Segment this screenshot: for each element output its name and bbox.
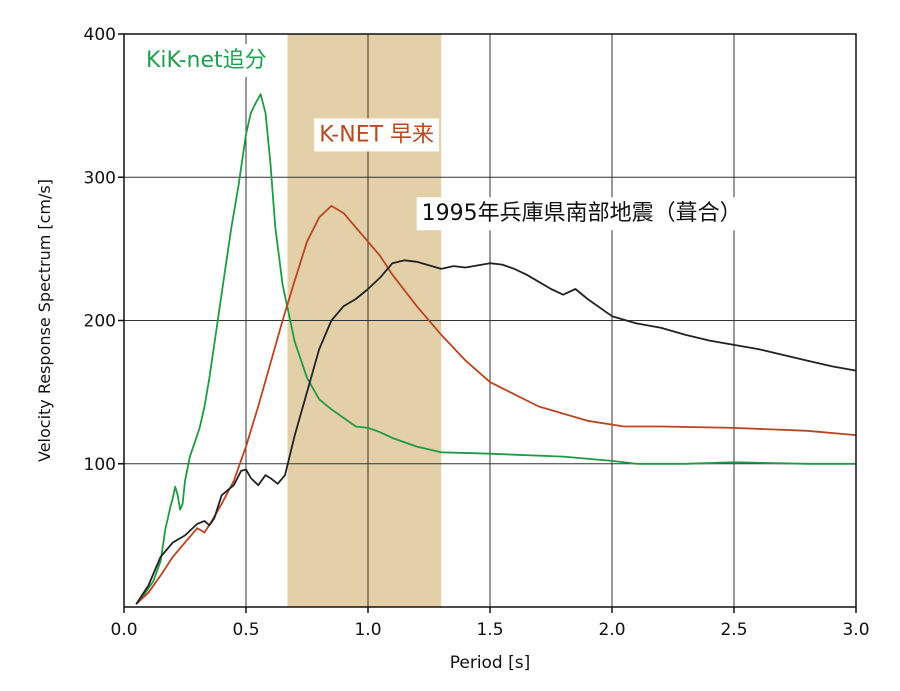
x-tick-label: 2.5 (720, 620, 747, 640)
x-tick-label: 3.0 (842, 620, 869, 640)
ticks-layer: 0.0 0.5 1.0 1.5 2.0 2.5 3.0 100 200 300 400 (84, 25, 870, 640)
y-tick-label: 200 (84, 312, 116, 332)
x-tick-label: 0.5 (232, 620, 259, 640)
grid-layer (124, 34, 856, 607)
x-tick-label: 1.5 (476, 620, 503, 640)
y-tick-label: 300 (84, 168, 116, 188)
legend-label-bg-kiknet (140, 43, 272, 77)
hyogo-1995-fukiai-line (135, 259, 857, 605)
x-tick-label: 2.0 (598, 620, 625, 640)
legend-label-bg-hyogo (416, 197, 747, 231)
y-tick-label: 400 (84, 25, 116, 45)
x-axis-label: Period [s] (450, 653, 531, 673)
legend-label-knet: K-NET 早来 (319, 122, 434, 147)
legend-label-hyogo: 1995年兵庫県南部地震（葺合） (422, 201, 742, 226)
y-axis-label: Velocity Response Spectrum [cm/s] (35, 179, 54, 462)
kiknet-oiwake-line (135, 93, 856, 605)
x-tick-label: 0.0 (110, 620, 137, 640)
y-tick-label: 100 (84, 455, 116, 475)
series-layer (135, 93, 857, 605)
legend-label-bg-knet (314, 118, 440, 152)
legend-label-kiknet: KiK-net追分 (146, 48, 267, 73)
knet-hayakita-line (135, 204, 857, 605)
x-tick-label: 1.0 (354, 620, 381, 640)
